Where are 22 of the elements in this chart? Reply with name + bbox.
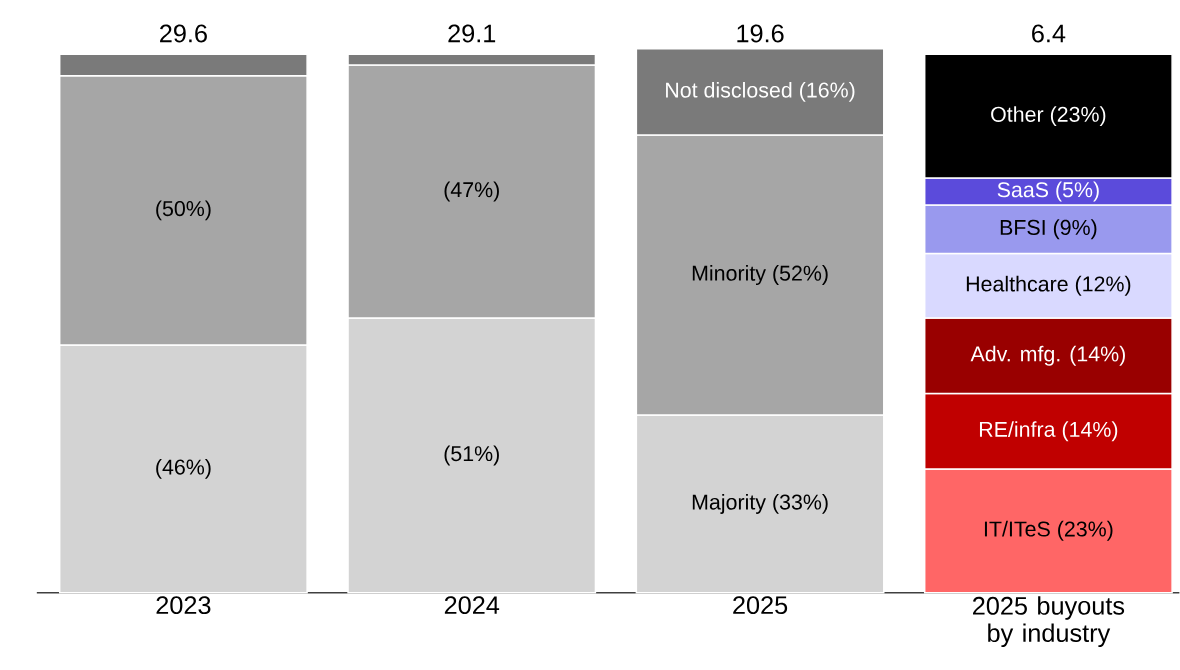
data-label: Not disclosed (16%) <box>666 81 855 102</box>
data-label: (46%) <box>156 458 211 479</box>
data-label: Majority (33%) <box>692 493 828 514</box>
x-tick-label: 2023 <box>156 596 211 615</box>
data-label: Adv. mfg. (14%) <box>970 345 1125 366</box>
data-label: Minority (52%) <box>692 265 828 286</box>
text: 29.1 <box>448 24 496 43</box>
data-label: SaaS (5%) <box>997 181 1099 202</box>
data-label: Other (23%) <box>991 106 1106 127</box>
x-tick-label: 2024 <box>444 596 500 615</box>
data-label: Healthcare (12%) <box>966 275 1131 296</box>
data-label: (51%) <box>444 445 499 466</box>
text: 29.6 <box>160 24 207 43</box>
data-label: RE/infra (14%) <box>979 421 1118 442</box>
data-label: IT/ITeS (23%) <box>984 520 1113 541</box>
data-label: (47%) <box>444 181 499 202</box>
text: 19.6 <box>737 24 784 43</box>
x-tick-label: 2025 buyouts by industry <box>973 596 1125 648</box>
x-tick-label: 2025 <box>733 596 788 615</box>
text: 6.4 <box>1032 24 1066 43</box>
data-label: (50%) <box>156 200 211 221</box>
data-label: BFSI (9%) <box>1000 219 1097 240</box>
